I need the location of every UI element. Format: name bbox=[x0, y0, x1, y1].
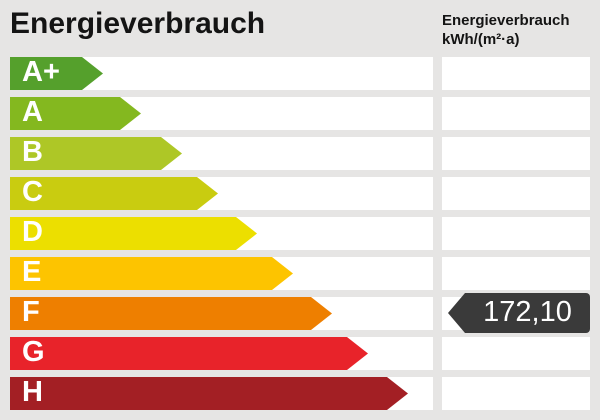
scale-strip-g: G bbox=[10, 337, 433, 370]
grade-letter-h: H bbox=[22, 376, 43, 408]
scale-row-d: D bbox=[10, 217, 590, 250]
value-cell-b bbox=[442, 137, 590, 170]
grade-letter-d: D bbox=[22, 216, 43, 248]
unit-header: Energieverbrauch kWh/(m²·a) bbox=[442, 0, 590, 49]
grade-bar-f: F bbox=[10, 297, 332, 330]
scale-strip-f: F bbox=[10, 297, 433, 330]
value-cell-f: 172,10 bbox=[442, 293, 590, 333]
grade-letter-c: C bbox=[22, 176, 43, 208]
scale-strip-h: H bbox=[10, 377, 433, 410]
grade-letter-a-plus: A+ bbox=[22, 56, 60, 88]
unit-header-line2: kWh/(m²·a) bbox=[442, 31, 520, 48]
grade-bar-a: A bbox=[10, 97, 141, 130]
grade-bar-b: B bbox=[10, 137, 182, 170]
grade-bar-a-plus: A+ bbox=[10, 57, 103, 90]
scale-strip-c: C bbox=[10, 177, 433, 210]
value-cell-c bbox=[442, 177, 590, 210]
scale-row-b: B bbox=[10, 137, 590, 170]
grade-bar-c: C bbox=[10, 177, 218, 210]
value-marker-text: 172,10 bbox=[483, 295, 572, 328]
grade-bar-e: E bbox=[10, 257, 293, 290]
scale-strip-a-plus: A+ bbox=[10, 57, 433, 90]
scale-rows: A+ A B C bbox=[0, 57, 600, 410]
scale-row-g: G bbox=[10, 337, 590, 370]
value-marker: 172,10 bbox=[448, 293, 590, 333]
grade-letter-f: F bbox=[22, 296, 40, 328]
scale-row-c: C bbox=[10, 177, 590, 210]
value-cell-d bbox=[442, 217, 590, 250]
grade-letter-a: A bbox=[22, 96, 43, 128]
value-cell-g bbox=[442, 337, 590, 370]
grade-bar-g: G bbox=[10, 337, 368, 370]
scale-row-a-plus: A+ bbox=[10, 57, 590, 90]
value-cell-e bbox=[442, 257, 590, 290]
grade-letter-g: G bbox=[22, 336, 45, 368]
scale-row-h: H bbox=[10, 377, 590, 410]
page-title: Energieverbrauch bbox=[10, 7, 266, 40]
grade-bar-h: H bbox=[10, 377, 408, 410]
scale-strip-a: A bbox=[10, 97, 433, 130]
unit-header-line1: Energieverbrauch bbox=[442, 12, 570, 29]
grade-letter-e: E bbox=[22, 256, 42, 288]
value-cell-a-plus bbox=[442, 57, 590, 90]
scale-strip-e: E bbox=[10, 257, 433, 290]
value-cell-h bbox=[442, 377, 590, 410]
scale-row-a: A bbox=[10, 97, 590, 130]
scale-strip-d: D bbox=[10, 217, 433, 250]
grade-letter-b: B bbox=[22, 136, 43, 168]
value-cell-a bbox=[442, 97, 590, 130]
scale-row-f: F 172,10 bbox=[10, 293, 590, 333]
scale-strip-b: B bbox=[10, 137, 433, 170]
header: Energieverbrauch Energieverbrauch kWh/(m… bbox=[0, 0, 600, 57]
grade-bar-d: D bbox=[10, 217, 257, 250]
scale-row-e: E bbox=[10, 257, 590, 290]
